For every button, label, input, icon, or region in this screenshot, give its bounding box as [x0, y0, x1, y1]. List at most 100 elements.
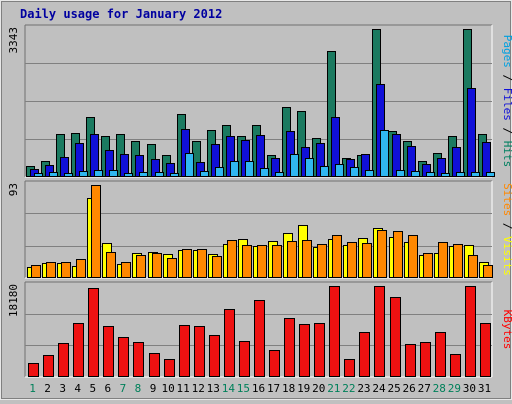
bar-pages-day-31 [486, 172, 495, 177]
x-tick-label: 22 [342, 382, 355, 395]
bar-sites-day-8 [136, 255, 146, 278]
bar-pages-day-7 [124, 173, 133, 177]
legend-entry: Sites [501, 183, 512, 216]
legend-entry: Files [501, 88, 512, 121]
bar-kbytes-day-8 [133, 342, 144, 377]
x-tick-label: 21 [327, 382, 340, 395]
x-tick-label: 15 [237, 382, 250, 395]
bar-sites-day-18 [287, 241, 297, 278]
bar-kbytes-day-16 [254, 300, 265, 377]
bar-kbytes-day-30 [465, 286, 476, 377]
x-tick-label: 26 [403, 382, 416, 395]
bar-pages-day-22 [350, 167, 359, 177]
bar-kbytes-day-13 [209, 335, 220, 377]
bar-kbytes-day-3 [58, 343, 69, 377]
bar-kbytes-day-4 [73, 323, 84, 377]
bar-pages-day-24 [380, 130, 389, 177]
bar-sites-day-15 [242, 245, 252, 278]
bar-pages-day-15 [245, 161, 254, 177]
x-tick-label: 10 [161, 382, 174, 395]
x-tick-label: 24 [372, 382, 386, 395]
bar-sites-day-10 [167, 258, 177, 278]
x-tick-label: 8 [135, 382, 142, 395]
bar-pages-day-9 [155, 172, 164, 177]
chart-title: Daily usage for January 2012 [20, 7, 222, 21]
bar-pages-day-30 [471, 172, 480, 177]
bar-sites-day-20 [317, 244, 327, 278]
bar-pages-day-21 [335, 164, 344, 177]
bar-sites-day-4 [76, 259, 86, 278]
bar-kbytes-day-14 [224, 309, 235, 377]
bar-sites-day-31 [483, 265, 493, 278]
bar-sites-day-21 [332, 235, 342, 278]
bar-kbytes-day-10 [164, 359, 175, 377]
bar-kbytes-day-28 [435, 332, 446, 377]
bar-kbytes-day-2 [43, 355, 54, 377]
x-tick-label: 19 [297, 382, 310, 395]
bar-kbytes-day-18 [284, 318, 295, 377]
bar-sites-day-2 [46, 262, 56, 278]
bar-pages-day-12 [200, 171, 209, 177]
bar-sites-day-6 [106, 252, 116, 278]
bar-pages-day-23 [365, 170, 374, 177]
bar-kbytes-day-9 [149, 353, 160, 377]
x-tick-label: 27 [418, 382, 431, 395]
x-tick-label: 31 [478, 382, 491, 395]
x-tick-label: 3 [59, 382, 66, 395]
legend: Sites / Visits [501, 183, 512, 276]
bar-sites-day-19 [302, 240, 312, 278]
x-tick-label: 23 [357, 382, 370, 395]
x-tick-label: 9 [150, 382, 157, 395]
y-max-label: 93 [7, 183, 20, 196]
bar-pages-day-20 [320, 166, 329, 177]
x-tick-label: 29 [448, 382, 461, 395]
bar-sites-day-16 [257, 245, 267, 278]
bar-pages-day-25 [396, 170, 405, 177]
legend-separator: / [501, 68, 512, 88]
bar-pages-day-4 [79, 171, 88, 177]
bar-sites-day-9 [152, 253, 162, 278]
legend-separator: / [501, 121, 512, 141]
x-tick-label: 25 [387, 382, 400, 395]
bar-kbytes-day-24 [374, 286, 385, 377]
panel-visits-sites: 93 Sites / Visits [7, 180, 512, 279]
bar-kbytes-day-20 [314, 323, 325, 377]
bar-kbytes-day-25 [390, 297, 401, 377]
bar-sites-day-24 [377, 230, 387, 278]
legend-separator: / [501, 216, 512, 236]
x-tick-label: 13 [207, 382, 220, 395]
bar-sites-day-22 [347, 242, 357, 278]
x-tick-label: 28 [433, 382, 446, 395]
x-tick-label: 2 [44, 382, 51, 395]
bar-kbytes-day-27 [420, 342, 431, 377]
bar-kbytes-day-5 [88, 288, 99, 377]
legend: KBytes [501, 310, 512, 350]
bar-kbytes-day-23 [359, 332, 370, 377]
bar-kbytes-day-12 [194, 326, 205, 377]
bar-kbytes-day-22 [344, 359, 355, 377]
x-tick-label: 12 [192, 382, 205, 395]
legend-entry: Pages [501, 35, 512, 68]
legend-entry: KBytes [501, 310, 512, 350]
bar-pages-day-17 [275, 172, 284, 177]
x-tick-label: 11 [177, 382, 190, 395]
bar-pages-day-29 [456, 172, 465, 177]
bar-kbytes-day-26 [405, 344, 416, 377]
bar-pages-day-13 [215, 167, 224, 177]
bar-kbytes-day-1 [28, 363, 39, 377]
legend-entry: Hits [501, 141, 512, 168]
bar-sites-day-26 [408, 235, 418, 278]
x-tick-label: 4 [74, 382, 81, 395]
bar-kbytes-day-21 [329, 286, 340, 377]
x-tick-label: 17 [267, 382, 280, 395]
x-tick-label: 18 [282, 382, 295, 395]
bar-pages-day-5 [94, 170, 103, 177]
bar-pages-day-18 [290, 154, 299, 177]
bar-pages-day-16 [260, 168, 269, 177]
legend: Pages / Files / Hits [501, 35, 512, 168]
bar-sites-day-5 [91, 185, 101, 278]
bar-kbytes-day-29 [450, 354, 461, 377]
bar-kbytes-day-11 [179, 325, 190, 377]
